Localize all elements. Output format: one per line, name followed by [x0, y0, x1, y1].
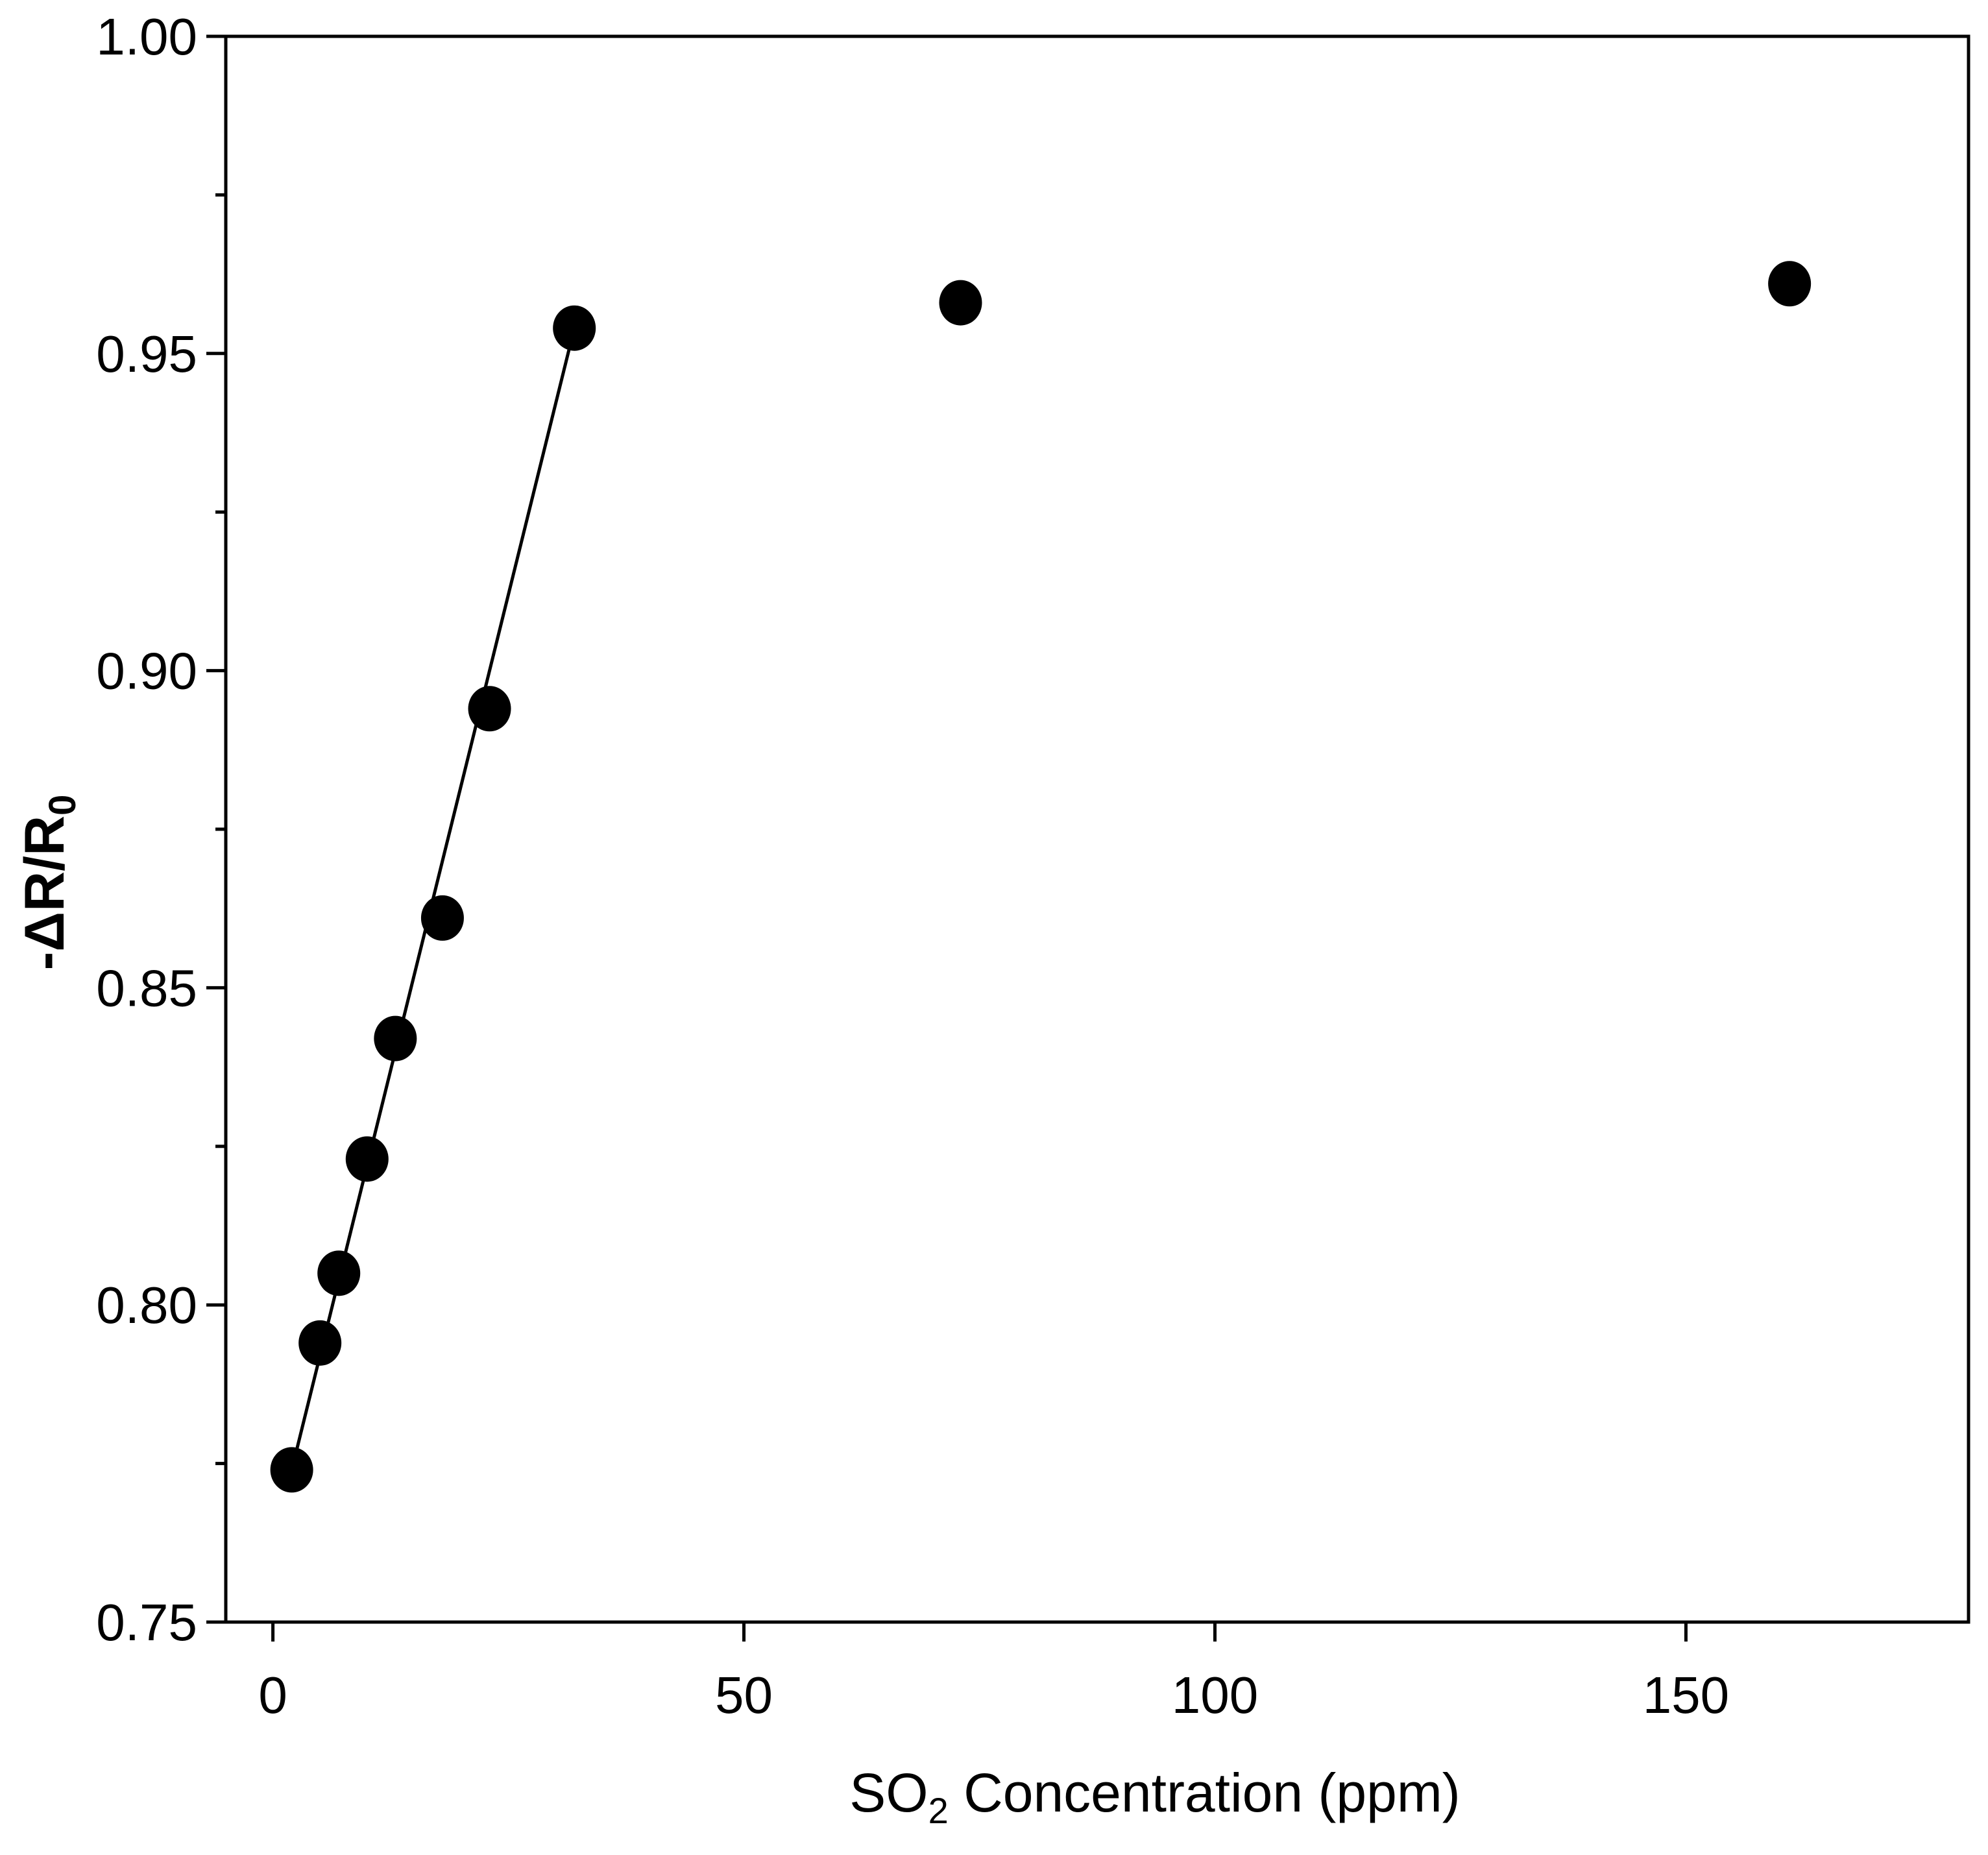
x-axis-label-subscript: 2	[928, 1790, 949, 1831]
plot-frame	[224, 34, 1970, 1624]
x-axis-label-prefix: SO	[849, 1762, 928, 1823]
y-tick-label: 0.85	[96, 959, 197, 1017]
data-point	[345, 1136, 389, 1182]
data-points	[270, 261, 1812, 1493]
y-tick-labels: 0.75 0.80 0.85 0.90 0.95 1.00	[96, 8, 197, 1651]
data-point	[374, 1015, 417, 1061]
y-tick-label: 0.75	[96, 1594, 197, 1651]
data-point	[298, 1320, 342, 1366]
data-point	[317, 1250, 361, 1296]
x-axis-label: SO2 Concentration (ppm)	[849, 1762, 1461, 1831]
axis-ticks	[206, 34, 1688, 1642]
data-point	[553, 305, 596, 351]
data-point	[1768, 261, 1812, 307]
data-point	[270, 1447, 313, 1493]
x-axis-label-suffix: Concentration (ppm)	[949, 1762, 1461, 1823]
x-tick-label: 0	[258, 1666, 287, 1724]
x-tick-label: 50	[715, 1666, 773, 1724]
y-tick-label: 1.00	[96, 8, 197, 66]
x-tick-labels: 0 50 100 150	[258, 1666, 1729, 1724]
y-tick-label: 0.95	[96, 325, 197, 383]
x-tick-label: 150	[1643, 1666, 1729, 1724]
y-tick-label: 0.80	[96, 1276, 197, 1334]
data-point	[939, 280, 982, 326]
y-axis-label-prefix: -ΔR/R	[14, 816, 76, 971]
data-point	[468, 686, 511, 732]
y-axis-label: -ΔR/R0	[14, 795, 84, 971]
y-axis-label-subscript: 0	[42, 795, 84, 816]
x-tick-label: 100	[1172, 1666, 1258, 1724]
data-point	[420, 895, 464, 941]
y-tick-label: 0.90	[96, 642, 197, 700]
